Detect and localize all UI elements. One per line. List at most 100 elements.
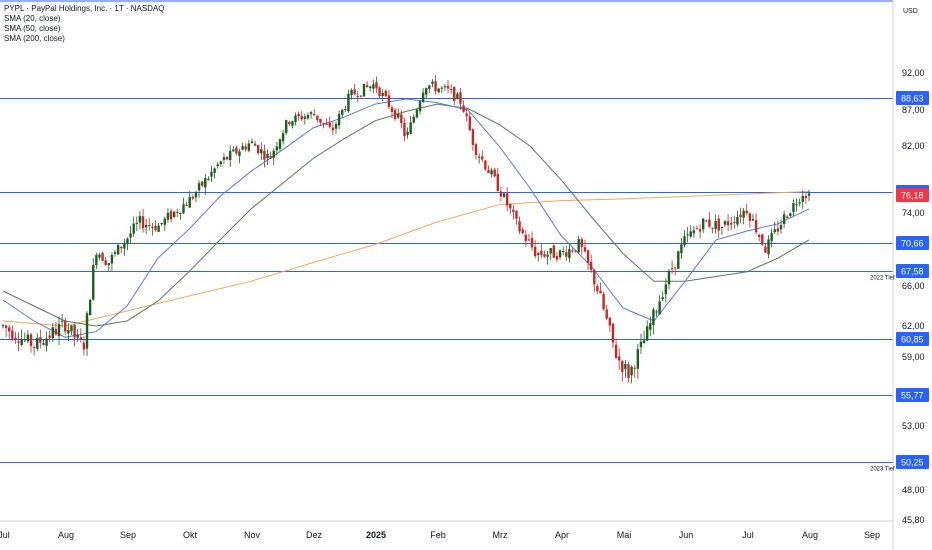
candle-down	[711, 227, 714, 229]
candle-down	[484, 160, 487, 170]
candle-up	[337, 114, 341, 126]
candle-up	[362, 83, 366, 97]
time-tick-label: Dez	[306, 530, 323, 540]
candle-down	[552, 245, 556, 258]
sma50-legend[interactable]: SMA (50, close)	[4, 24, 61, 33]
symbol-title[interactable]: PYPL · PayPal Holdings, Inc. · 1T · NASD…	[4, 4, 165, 13]
candle-up	[129, 233, 132, 238]
candle-up	[431, 81, 434, 84]
candle-down	[82, 342, 86, 350]
candle-up	[661, 297, 664, 300]
candle-down	[605, 309, 608, 319]
candle-up	[95, 255, 98, 266]
price-axis[interactable]: 92,00 87,00 82,00 74,00 66,00 62,00 59,00 53,00…	[902, 68, 925, 525]
level-badge-label: 88,63	[901, 94, 924, 104]
candle-down	[518, 221, 521, 232]
sma50-line	[2, 103, 810, 327]
candle-up	[406, 131, 409, 135]
candle-down	[555, 256, 559, 260]
candle-up	[443, 86, 447, 88]
candle-up	[789, 213, 792, 216]
candle-up	[561, 250, 565, 252]
candle-down	[191, 196, 195, 199]
candle-up	[151, 226, 154, 228]
candle-up	[723, 221, 727, 225]
sma20-legend[interactable]: SMA (20, close)	[4, 14, 61, 23]
candle-up	[558, 250, 562, 258]
currency-label[interactable]: USD	[903, 8, 918, 15]
candle-down	[14, 337, 17, 340]
candle-down	[176, 211, 179, 213]
candle-up	[683, 236, 686, 246]
moving-averages	[2, 98, 810, 338]
candle-up	[85, 313, 89, 349]
candle-down	[589, 261, 593, 270]
candle-up	[45, 338, 48, 346]
price-tick-label: 66,00	[902, 281, 925, 291]
candle-up	[172, 211, 176, 218]
candle-up	[334, 123, 338, 129]
candle-up	[182, 204, 185, 214]
time-tick-label: Sep	[120, 530, 136, 540]
candle-down	[225, 156, 229, 160]
candle-up	[260, 149, 263, 154]
candle-up	[701, 218, 705, 230]
candle-down	[602, 293, 605, 310]
candle-up	[160, 223, 163, 225]
candle-down	[596, 285, 599, 291]
candle-down	[403, 122, 406, 137]
candle-up	[291, 121, 294, 126]
candle-up	[222, 157, 226, 160]
candle-down	[512, 209, 515, 212]
time-tick-label: Aug	[802, 530, 818, 540]
candle-up	[306, 115, 310, 119]
candle-up	[247, 143, 251, 151]
candle-up	[751, 218, 755, 221]
candle-up	[107, 263, 111, 266]
price-tick-label: 48,00	[902, 485, 925, 495]
candle-up	[110, 254, 114, 264]
time-tick-label: Mai	[617, 530, 632, 540]
candle-down	[748, 213, 752, 221]
candle-down	[356, 95, 359, 97]
candle-up	[801, 195, 804, 202]
candle-up	[770, 233, 773, 242]
sma200-legend[interactable]: SMA (200, close)	[4, 34, 65, 43]
candle-up	[636, 349, 640, 369]
candle-up	[736, 216, 739, 225]
candle-up	[144, 224, 148, 228]
candle-down	[17, 341, 20, 343]
candle-up	[67, 329, 70, 334]
candle-up	[36, 337, 39, 349]
candle-up	[76, 334, 79, 338]
time-axis[interactable]: Jul Aug Sep Okt Nov Dez 2025 Feb Mrz Apr Mai Jun Jul…	[0, 530, 880, 540]
candle-up	[344, 109, 347, 111]
candle-up	[278, 139, 282, 149]
candle-up	[412, 116, 415, 123]
candle-up	[782, 214, 786, 224]
level-badge	[896, 332, 929, 346]
candle-down	[708, 219, 711, 227]
candle-up	[537, 253, 540, 255]
candle-down	[505, 193, 509, 206]
candle-down	[509, 204, 512, 209]
candle-down	[453, 87, 456, 102]
candle-down	[328, 122, 331, 127]
candle-down	[754, 220, 758, 233]
candle-up	[57, 324, 61, 337]
candle-down	[540, 250, 543, 255]
candle-down	[141, 216, 145, 229]
candle-down	[244, 146, 247, 150]
candle-down	[64, 320, 67, 332]
candle-up	[677, 251, 680, 269]
candle-up	[20, 339, 23, 345]
candle-down	[487, 169, 490, 173]
candle-up	[232, 149, 235, 152]
candle-down	[434, 81, 437, 92]
candle-up	[92, 264, 95, 300]
candle-down	[733, 222, 736, 224]
candle-down	[515, 211, 518, 219]
candle-up	[428, 85, 431, 89]
candle-up	[1, 325, 5, 327]
